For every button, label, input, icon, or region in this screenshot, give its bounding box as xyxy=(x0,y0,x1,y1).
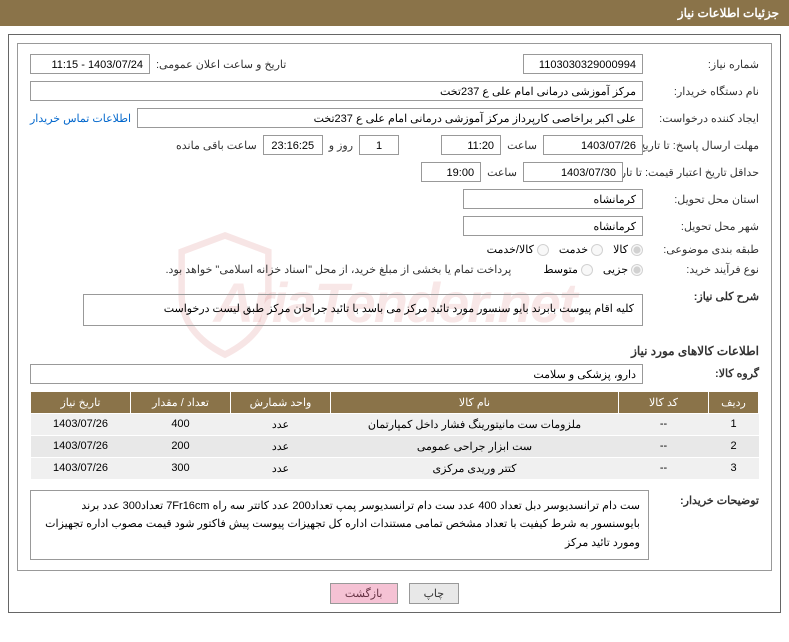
pay-note: پرداخت تمام یا بخشی از مبلغ خرید، از محل… xyxy=(166,263,512,276)
cell-code: -- xyxy=(619,457,709,479)
field-days-left: 1 xyxy=(359,135,399,155)
label-need-no: شماره نیاز: xyxy=(649,58,759,71)
label-overall-desc: شرح کلی نیاز: xyxy=(649,290,759,303)
cell-date: 1403/07/26 xyxy=(31,457,131,479)
label-delivery-city: شهر محل تحویل: xyxy=(649,220,759,233)
field-reply-hour: 11:20 xyxy=(441,135,501,155)
col-date: تاریخ نیاز xyxy=(31,391,131,413)
cell-code: -- xyxy=(619,435,709,457)
table-row: 2--ست ابزار جراحی عمومیعدد2001403/07/26 xyxy=(31,435,759,457)
cell-qty: 300 xyxy=(131,457,231,479)
label-buyer-org: نام دستگاه خریدار: xyxy=(649,85,759,98)
radio-goods[interactable]: کالا xyxy=(613,243,643,256)
field-price-hour: 19:00 xyxy=(421,162,481,182)
radio-medium[interactable]: متوسط xyxy=(543,263,593,276)
buytype-radio-group: جزیی متوسط xyxy=(543,263,643,276)
back-button[interactable]: بازگشت xyxy=(330,583,398,604)
label-pub-date: تاریخ و ساعت اعلان عمومی: xyxy=(156,58,286,71)
label-requester: ایجاد کننده درخواست: xyxy=(649,112,759,125)
cell-n: 2 xyxy=(709,435,759,457)
col-code: کد کالا xyxy=(619,391,709,413)
items-table: ردیف کد کالا نام کالا واحد شمارش تعداد /… xyxy=(30,391,759,480)
cell-unit: عدد xyxy=(231,435,331,457)
radio-minor[interactable]: جزیی xyxy=(603,263,643,276)
label-buyer-notes: توضیحات خریدار: xyxy=(659,490,759,507)
label-delivery-province: استان محل تحویل: xyxy=(649,193,759,206)
field-delivery-province: کرمانشاه xyxy=(463,189,643,209)
label-remaining: ساعت باقی مانده xyxy=(176,139,257,152)
field-price-date: 1403/07/30 xyxy=(523,162,623,182)
col-qty: تعداد / مقدار xyxy=(131,391,231,413)
table-row: 1--ملزومات ست مانیتورینگ فشار داخل کمپار… xyxy=(31,413,759,435)
label-goods-group: گروه کالا: xyxy=(649,367,759,380)
field-buyer-notes: ست دام ترانسدیوسر دبل تعداد 400 عدد ست د… xyxy=(30,490,649,560)
cell-n: 3 xyxy=(709,457,759,479)
field-buyer-org: مرکز آموزشی درمانی امام علی ع 237تخت xyxy=(30,81,643,101)
field-reply-date: 1403/07/26 xyxy=(543,135,643,155)
cell-qty: 200 xyxy=(131,435,231,457)
field-delivery-city: کرمانشاه xyxy=(463,216,643,236)
col-unit: واحد شمارش xyxy=(231,391,331,413)
cell-n: 1 xyxy=(709,413,759,435)
label-buy-type: نوع فرآیند خرید: xyxy=(649,263,759,276)
panel-title: جزئیات اطلاعات نیاز xyxy=(0,0,789,26)
label-hour-2: ساعت xyxy=(487,166,517,179)
cell-date: 1403/07/26 xyxy=(31,435,131,457)
cell-name: کتتر وریدی مرکزی xyxy=(331,457,619,479)
field-goods-group: دارو، پزشکی و سلامت xyxy=(30,364,643,384)
print-button[interactable]: چاپ xyxy=(409,583,460,604)
subject-radio-group: کالا خدمت کالا/خدمت xyxy=(487,243,643,256)
cell-date: 1403/07/26 xyxy=(31,413,131,435)
col-name: نام کالا xyxy=(331,391,619,413)
contact-link[interactable]: اطلاعات تماس خریدار xyxy=(30,112,131,125)
col-row: ردیف xyxy=(709,391,759,413)
cell-code: -- xyxy=(619,413,709,435)
label-day-and: روز و xyxy=(329,139,353,152)
label-reply-deadline: مهلت ارسال پاسخ: تا تاریخ: xyxy=(649,139,759,152)
field-need-no: 1103030329000994 xyxy=(523,54,643,74)
cell-unit: عدد xyxy=(231,457,331,479)
field-overall-desc: کلیه اقام پیوست بابرند بایو سنسور مورد ت… xyxy=(83,294,643,326)
label-price-validity: حداقل تاریخ اعتبار قیمت: تا تاریخ: xyxy=(629,166,759,179)
label-subject-class: طبقه بندی موضوعی: xyxy=(649,243,759,256)
cell-unit: عدد xyxy=(231,413,331,435)
radio-both[interactable]: کالا/خدمت xyxy=(487,243,549,256)
section-items-info: اطلاعات کالاهای مورد نیاز xyxy=(30,344,759,358)
radio-service[interactable]: خدمت xyxy=(559,243,603,256)
field-requester: علی اکبر براخاصی کارپرداز مرکز آموزشی در… xyxy=(137,108,643,128)
cell-qty: 400 xyxy=(131,413,231,435)
table-row: 3--کتتر وریدی مرکزیعدد3001403/07/26 xyxy=(31,457,759,479)
field-time-left: 23:16:25 xyxy=(263,135,323,155)
cell-name: ملزومات ست مانیتورینگ فشار داخل کمپارتما… xyxy=(331,413,619,435)
cell-name: ست ابزار جراحی عمومی xyxy=(331,435,619,457)
field-pub-date: 1403/07/24 - 11:15 xyxy=(30,54,150,74)
label-hour-1: ساعت xyxy=(507,139,537,152)
